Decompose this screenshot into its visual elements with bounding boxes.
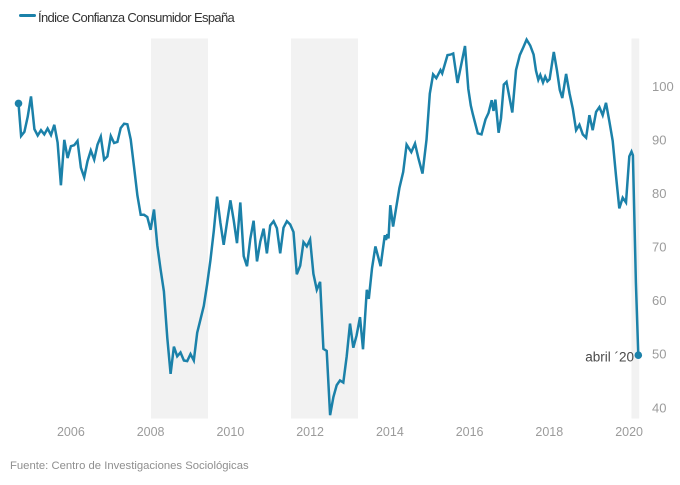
svg-text:2006: 2006 xyxy=(57,425,85,439)
svg-text:2016: 2016 xyxy=(456,425,484,439)
svg-text:2010: 2010 xyxy=(216,425,244,439)
svg-text:70: 70 xyxy=(652,240,666,255)
svg-text:2020: 2020 xyxy=(615,425,643,439)
svg-text:90: 90 xyxy=(652,132,666,147)
svg-text:2008: 2008 xyxy=(137,425,165,439)
svg-text:80: 80 xyxy=(652,186,666,201)
svg-text:50: 50 xyxy=(652,347,666,362)
svg-text:100: 100 xyxy=(652,79,674,94)
svg-text:2018: 2018 xyxy=(535,425,563,439)
svg-text:40: 40 xyxy=(652,400,666,415)
svg-text:2014: 2014 xyxy=(376,425,404,439)
svg-text:abril ´20: abril ´20 xyxy=(585,349,634,364)
svg-text:2012: 2012 xyxy=(296,425,324,439)
svg-text:60: 60 xyxy=(652,293,666,308)
